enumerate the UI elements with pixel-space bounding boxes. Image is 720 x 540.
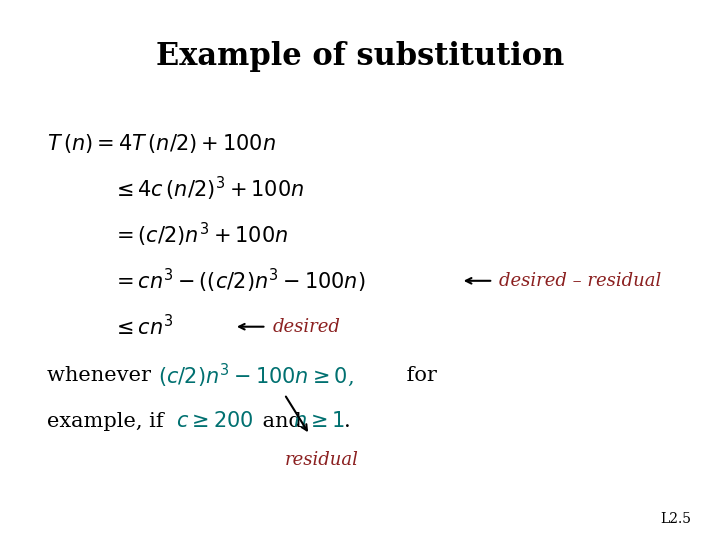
Text: $T\,(n) = 4T\,(n/2) + 100n$: $T\,(n) = 4T\,(n/2) + 100n$ [47, 132, 276, 154]
Text: $\leq cn^3$: $\leq cn^3$ [112, 314, 173, 339]
Text: $= cn^3 - ((c/2)n^3 - 100n)$: $= cn^3 - ((c/2)n^3 - 100n)$ [112, 267, 365, 295]
Text: desired – residual: desired – residual [499, 272, 661, 290]
Text: $c \geq 200$: $c \geq 200$ [176, 411, 254, 431]
Text: L2.5: L2.5 [660, 512, 691, 526]
Text: $\leq 4c\,(n/2)^3 + 100n$: $\leq 4c\,(n/2)^3 + 100n$ [112, 175, 304, 203]
Text: $n \geq 1$: $n \geq 1$ [293, 411, 346, 431]
Text: example, if: example, if [47, 411, 170, 431]
Text: for: for [400, 366, 436, 385]
Text: Example of substitution: Example of substitution [156, 41, 564, 72]
Text: $(c/2)n^3 - 100n \geq 0$,: $(c/2)n^3 - 100n \geq 0$, [158, 362, 354, 389]
Text: desired: desired [272, 318, 340, 336]
Text: residual: residual [284, 451, 359, 469]
Text: .: . [344, 411, 351, 431]
Text: $= (c/2)n^3 + 100n$: $= (c/2)n^3 + 100n$ [112, 221, 288, 249]
Text: whenever: whenever [47, 366, 158, 385]
Text: and: and [256, 411, 309, 431]
